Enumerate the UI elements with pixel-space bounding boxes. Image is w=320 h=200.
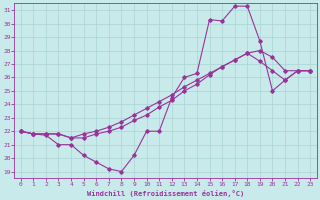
X-axis label: Windchill (Refroidissement éolien,°C): Windchill (Refroidissement éolien,°C) (87, 190, 244, 197)
